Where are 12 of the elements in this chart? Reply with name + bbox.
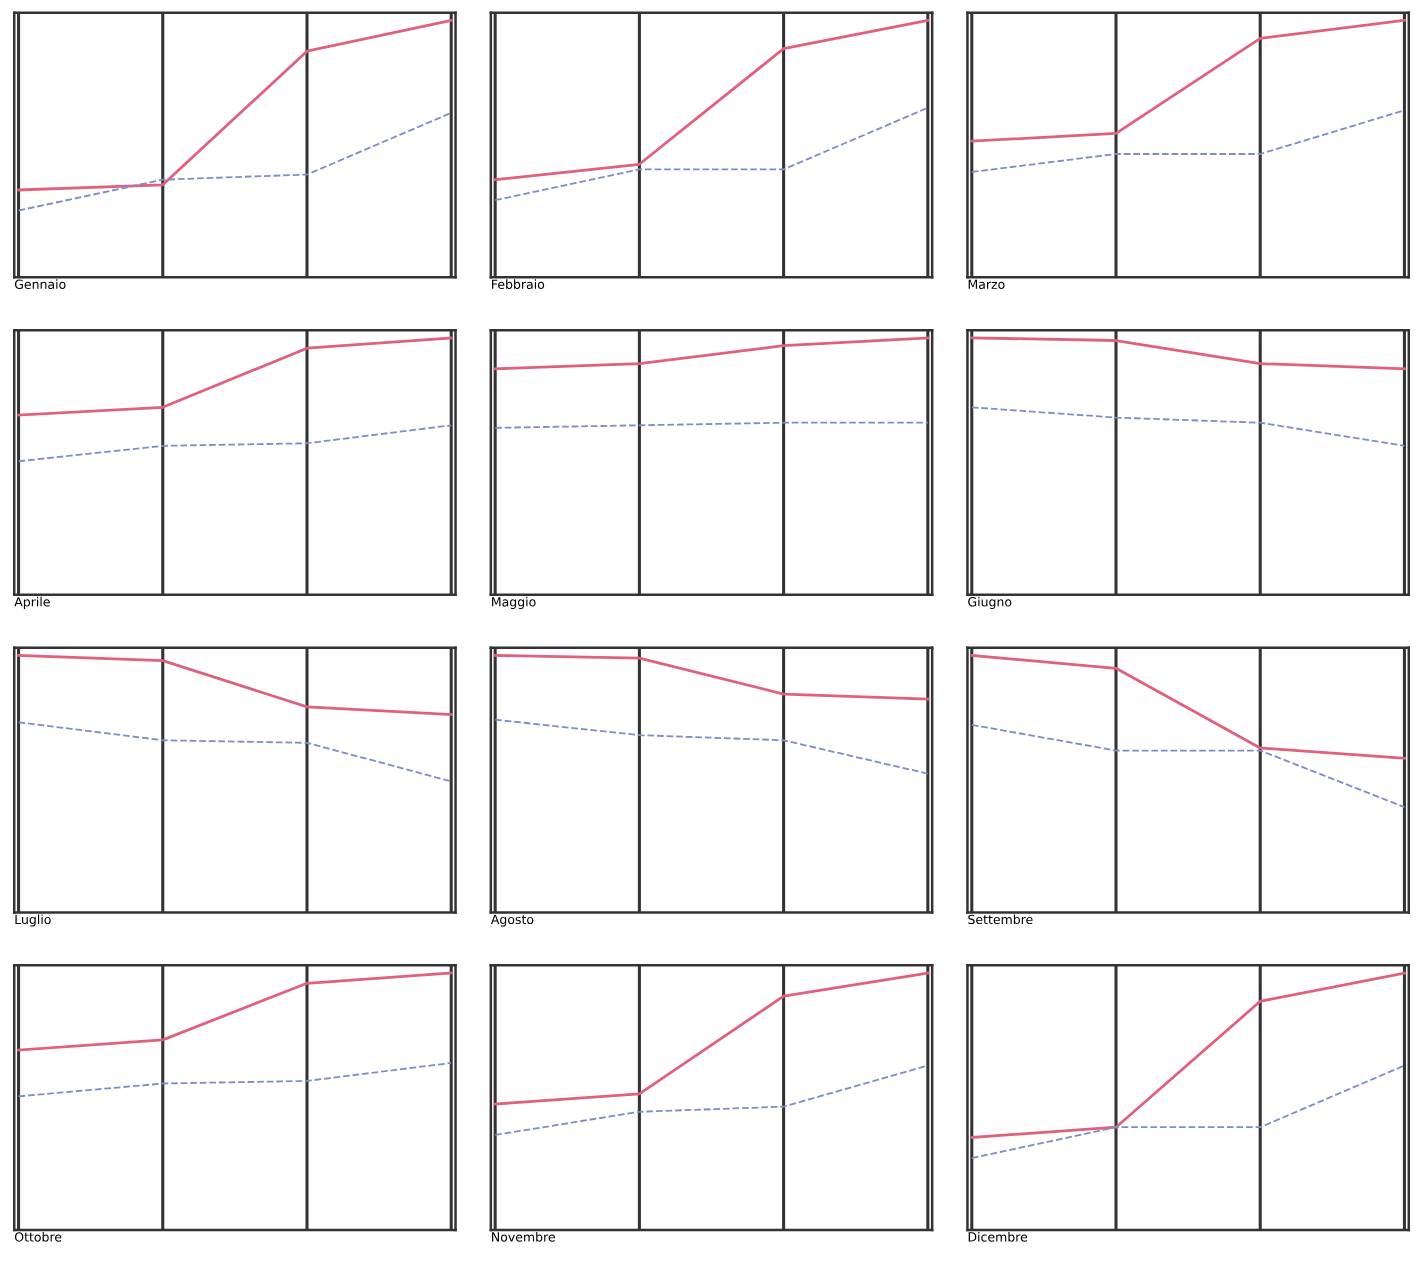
text: Giugno (968, 596, 1012, 609)
text: Novembre (492, 1231, 555, 1242)
text: Maggio (492, 596, 536, 609)
text: Settembre (968, 914, 1033, 925)
text: Luglio (15, 914, 51, 927)
text: Aprile (14, 596, 50, 609)
text: Febbraio (492, 279, 545, 289)
text: Gennaio (14, 279, 66, 289)
text: Marzo (968, 279, 1005, 289)
text: Ottobre (14, 1231, 62, 1242)
text: Agosto (490, 914, 534, 927)
text: Dicembre (968, 1231, 1028, 1242)
